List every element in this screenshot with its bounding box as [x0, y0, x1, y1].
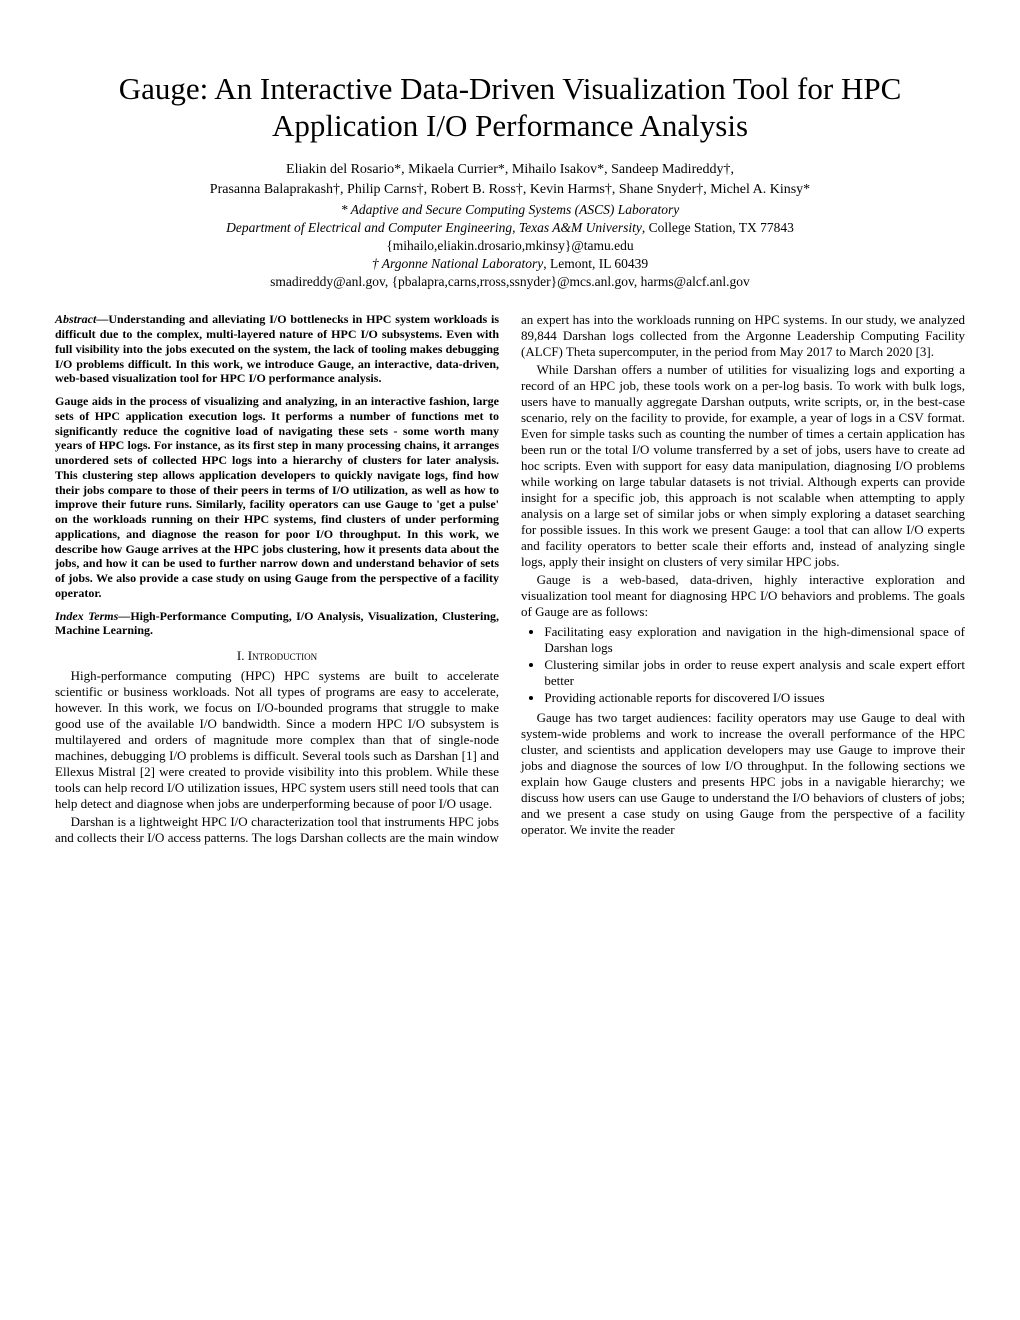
affiliation-star-dept: Department of Electrical and Computer En…: [55, 220, 965, 236]
index-terms: Index Terms—High-Performance Computing, …: [55, 609, 499, 639]
abstract-text-1: Understanding and alleviating I/O bottle…: [55, 312, 499, 385]
lab-name: † Argonne National Laboratory: [372, 256, 543, 271]
abstract: Abstract—Understanding and alleviating I…: [55, 312, 499, 386]
emails-star: {mihailo,eliakin.drosario,mkinsy}@tamu.e…: [55, 238, 965, 254]
intro-paragraph-3: While Darshan offers a number of utiliti…: [521, 362, 965, 570]
authors-line-2: Prasanna Balaprakash†, Philip Carns†, Ro…: [55, 182, 965, 198]
list-item: Clustering similar jobs in order to reus…: [544, 657, 965, 689]
affiliation-star-lab: * Adaptive and Secure Computing Systems …: [55, 202, 965, 218]
paper-title: Gauge: An Interactive Data-Driven Visual…: [55, 70, 965, 144]
intro-paragraph-4: Gauge is a web-based, data-driven, highl…: [521, 572, 965, 620]
index-terms-label: Index Terms—: [55, 609, 130, 623]
intro-paragraph-1: High-performance computing (HPC) HPC sys…: [55, 668, 499, 812]
section-1-heading: I. Introduction: [55, 648, 499, 664]
two-column-body: Abstract—Understanding and alleviating I…: [55, 312, 965, 846]
list-item: Providing actionable reports for discove…: [544, 690, 965, 706]
abstract-para-2: Gauge aids in the process of visualizing…: [55, 394, 499, 601]
affiliation-dagger-lab: † Argonne National Laboratory, Lemont, I…: [55, 256, 965, 272]
list-item: Facilitating easy exploration and naviga…: [544, 624, 965, 656]
abstract-label: Abstract—: [55, 312, 108, 326]
dept-location: , College Station, TX 77843: [642, 220, 794, 235]
dept-name: Department of Electrical and Computer En…: [226, 220, 642, 235]
emails-dagger: smadireddy@anl.gov, {pbalapra,carns,rros…: [55, 274, 965, 290]
authors-line-1: Eliakin del Rosario*, Mikaela Currier*, …: [55, 162, 965, 178]
author-block: Eliakin del Rosario*, Mikaela Currier*, …: [55, 162, 965, 290]
intro-paragraph-5: Gauge has two target audiences: facility…: [521, 710, 965, 838]
lab-location: , Lemont, IL 60439: [543, 256, 648, 271]
goals-list: Facilitating easy exploration and naviga…: [521, 624, 965, 706]
